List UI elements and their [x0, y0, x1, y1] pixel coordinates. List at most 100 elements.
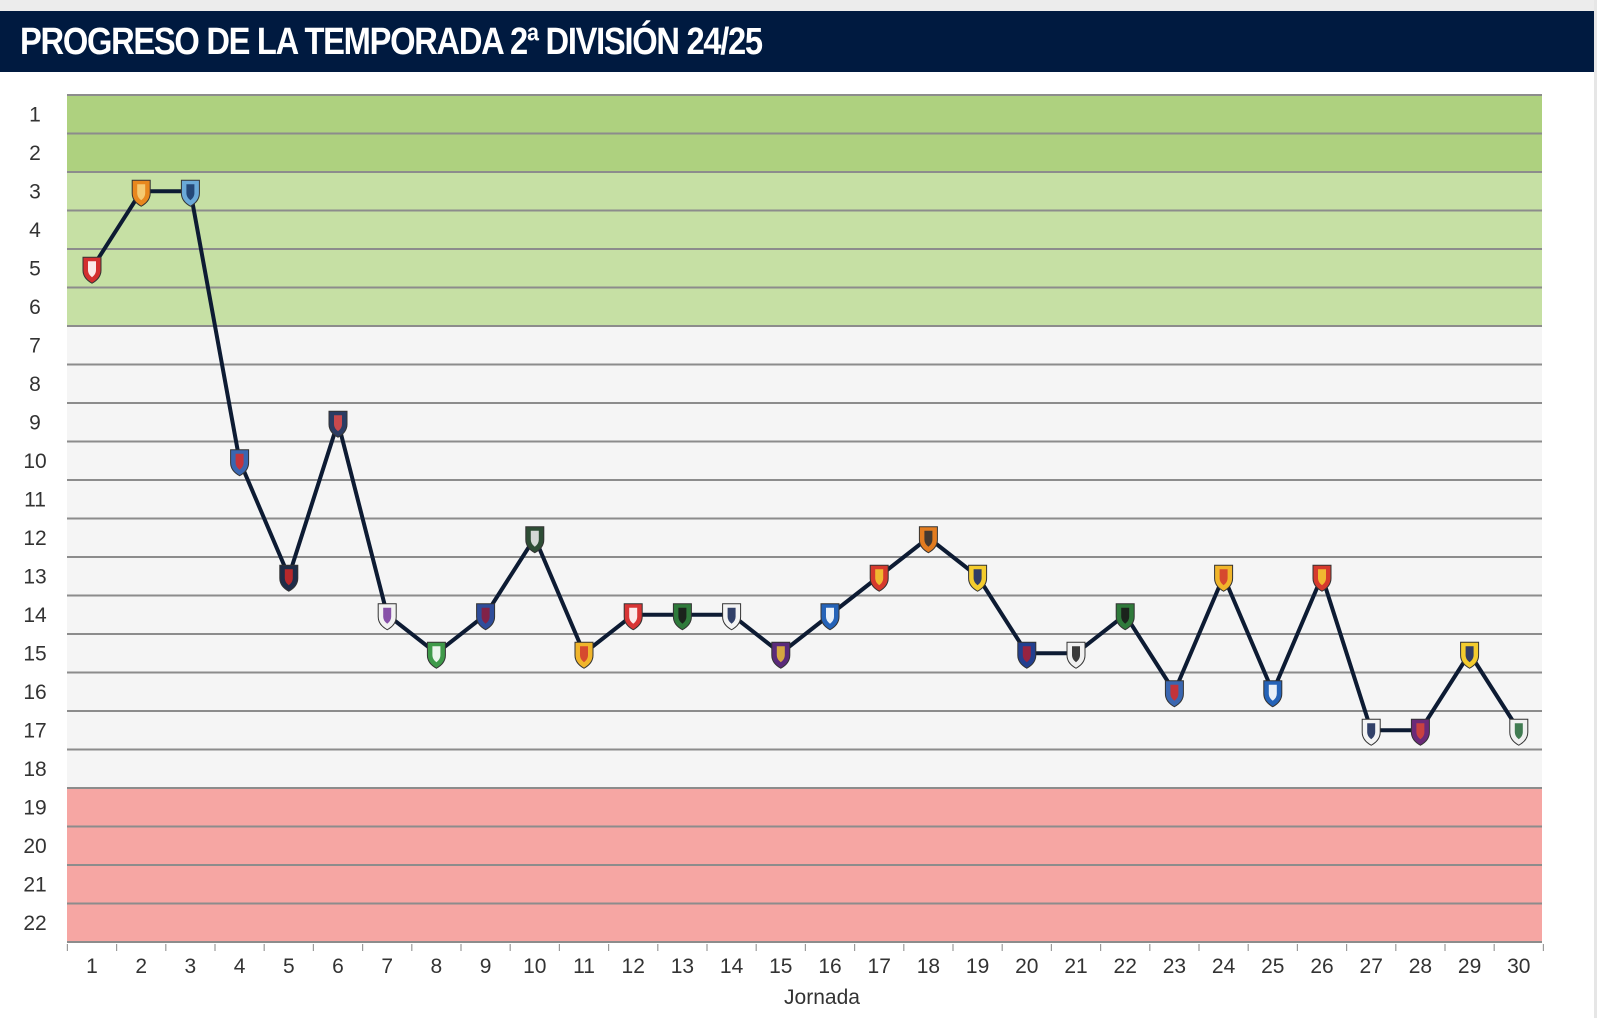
x-tick-label: 26	[1310, 955, 1333, 978]
y-tick-label: 18	[23, 758, 46, 781]
y-tick-label: 15	[23, 642, 46, 665]
x-tick-label: 18	[917, 955, 940, 978]
x-tick-label: 9	[480, 955, 492, 978]
y-tick-label: 11	[24, 488, 46, 511]
data-point-crest-white-navy-icon	[1361, 718, 1381, 746]
x-tick-label: 19	[966, 955, 989, 978]
data-point-crest-white-purple-icon	[377, 603, 397, 631]
zone-row-3	[67, 172, 1542, 211]
y-tick-label: 2	[29, 142, 41, 165]
zone-row-19	[67, 788, 1542, 827]
right-border	[1594, 0, 1597, 1018]
data-point-crest-purple-yellow-icon	[771, 641, 791, 669]
data-point-crest-navy-red-icon	[328, 410, 348, 438]
series-line-posicion	[90, 189, 1521, 733]
x-tick-label: 16	[818, 955, 841, 978]
data-point-crest-purple-red-icon	[1410, 718, 1430, 746]
x-tick-label: 13	[671, 955, 694, 978]
zone-row-10	[67, 441, 1542, 480]
data-point-crest-green-black-icon	[672, 603, 692, 631]
data-point-crest-yellow-red-icon	[574, 641, 594, 669]
zone-row-6	[67, 287, 1542, 326]
x-tick-label: 15	[769, 955, 792, 978]
y-tick-label: 21	[23, 873, 46, 896]
data-point-crest-dark-red-icon	[279, 564, 299, 592]
zone-row-2	[67, 133, 1542, 172]
data-point-crest-green-white-icon	[426, 641, 446, 669]
data-point-crest-yellow-navy-icon	[968, 564, 988, 592]
y-tick-label: 9	[29, 411, 41, 434]
data-point-crest-orange-black-icon	[918, 526, 938, 554]
zone-row-20	[67, 826, 1542, 865]
y-tick-label: 20	[23, 835, 46, 858]
y-tick-label: 16	[23, 681, 46, 704]
x-tick-label: 1	[86, 955, 98, 978]
zone-row-21	[67, 865, 1542, 904]
markers-layer	[82, 179, 1529, 746]
x-tick-label: 23	[1163, 955, 1186, 978]
zone-row-1	[67, 95, 1542, 134]
data-point-crest-blue-garnet-icon	[1017, 641, 1037, 669]
data-point-crest-white-navy-icon	[722, 603, 742, 631]
data-point-crest-dark-green-icon	[525, 526, 545, 554]
x-tick-label: 7	[381, 955, 393, 978]
data-point-crest-blue-sky-icon	[180, 179, 200, 207]
data-point-crest-white-black-icon	[1066, 641, 1086, 669]
chart-title: PROGRESO DE LA TEMPORADA 2ª DIVISIÓN 24/…	[20, 21, 763, 63]
y-tick-label: 7	[29, 334, 41, 357]
data-point-crest-red-yellow-icon	[1312, 564, 1332, 592]
x-tick-label: 29	[1458, 955, 1481, 978]
x-tick-label: 22	[1114, 955, 1137, 978]
x-tick-label: 4	[234, 955, 246, 978]
y-tick-label: 13	[23, 565, 46, 588]
y-tick-label: 1	[29, 103, 41, 126]
y-tick-label: 8	[29, 373, 41, 396]
x-tick-label: 14	[720, 955, 744, 978]
data-point-crest-blue-red-icon	[1164, 680, 1184, 708]
zones-layer	[67, 95, 1542, 942]
y-tick-label: 4	[29, 219, 41, 242]
data-point-crest-white-green-icon	[1509, 718, 1529, 746]
x-axis-label: Jornada	[784, 986, 860, 1009]
chart-header: PROGRESO DE LA TEMPORADA 2ª DIVISIÓN 24/…	[0, 11, 1594, 72]
y-tick-label: 10	[23, 450, 46, 473]
zone-row-15	[67, 634, 1542, 673]
x-tick-label: 10	[523, 955, 546, 978]
data-point-crest-green-black-icon	[1115, 603, 1135, 631]
data-point-crest-red-white-stripes-icon	[623, 603, 643, 631]
data-point-crest-blue-red-icon	[230, 449, 250, 477]
zone-row-22	[67, 903, 1542, 942]
x-tick-label: 24	[1212, 955, 1236, 978]
x-tick-label: 3	[185, 955, 197, 978]
y-tick-label: 12	[23, 527, 46, 550]
y-tick-label: 19	[23, 796, 46, 819]
y-tick-label: 6	[29, 296, 41, 319]
y-tick-label: 3	[29, 180, 41, 203]
data-point-crest-yellow-navy-icon	[1460, 641, 1480, 669]
zone-row-8	[67, 364, 1542, 403]
data-point-crest-orange-icon	[131, 179, 151, 207]
zone-row-9	[67, 403, 1542, 442]
y-tick-label: 17	[23, 719, 46, 742]
x-tick-label: 6	[332, 955, 344, 978]
x-tick-label: 21	[1064, 955, 1087, 978]
zone-row-5	[67, 249, 1542, 288]
x-tick-label: 17	[868, 955, 891, 978]
y-tick-label: 14	[23, 604, 47, 627]
x-tick-label: 27	[1360, 955, 1383, 978]
x-tick-label: 12	[622, 955, 645, 978]
x-tick-label: 11	[573, 955, 595, 978]
data-point-crest-blue-white-icon	[1263, 680, 1283, 708]
zone-row-14	[67, 595, 1542, 634]
zone-row-16	[67, 672, 1542, 711]
zone-row-17	[67, 711, 1542, 750]
x-tick-labels: 1 2 3 4 5 6 7 8 9 10 11 12 13 14 15 16 17 18 19 20 21 22 23 24 2…	[86, 955, 1530, 978]
data-point-crest-blue-white-icon	[820, 603, 840, 631]
x-tick-label: 20	[1015, 955, 1038, 978]
top-band	[0, 0, 1597, 11]
x-tick-label: 2	[135, 955, 147, 978]
series-line-layer	[90, 189, 1521, 733]
data-point-crest-blue-maroon-icon	[476, 603, 496, 631]
